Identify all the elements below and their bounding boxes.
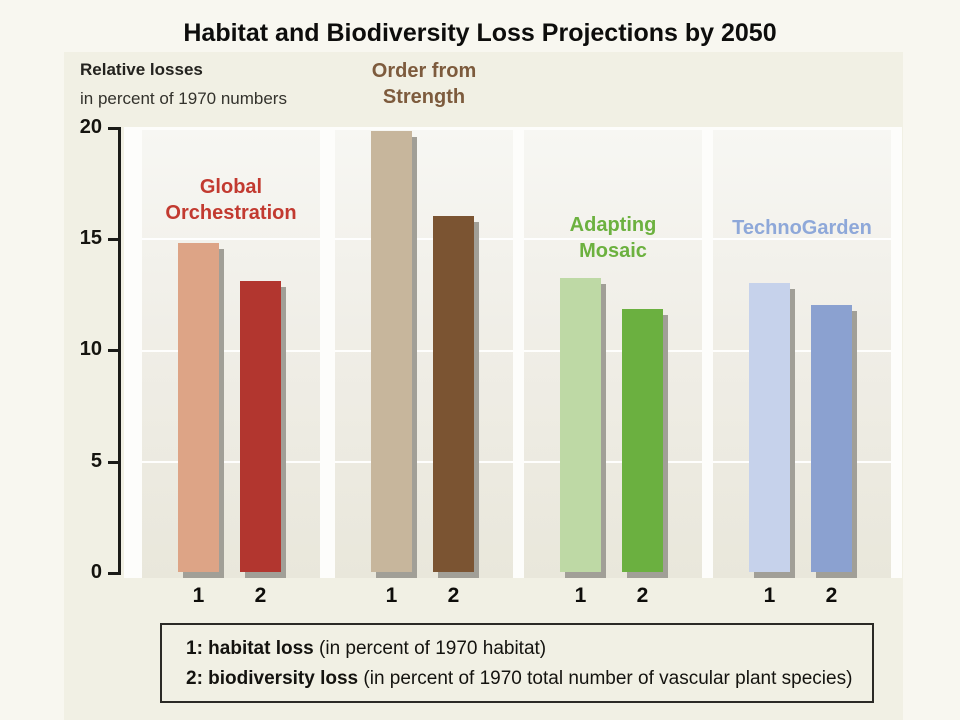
scenario-label-line2: Strength: [382, 86, 466, 108]
page-title: Habitat and Biodiversity Loss Projection…: [183, 19, 777, 47]
bar-label: 1: [574, 584, 587, 607]
scenario-label-line1: Global: [199, 176, 263, 198]
y-axis-title: Relative losses: [80, 60, 203, 79]
scenario-panel-order-from-strength: Order from Strength 1 2: [335, 60, 513, 607]
scenario-panel-technogarden: TechnoGarden 1 2: [713, 130, 891, 607]
gridline: [335, 238, 513, 240]
scenario-panel-adapting-mosaic: Adapting Mosaic 1 2: [524, 130, 702, 607]
gridline: [524, 461, 702, 463]
y-tick-label: 5: [90, 450, 102, 472]
bar-biodiversity-loss: [622, 309, 663, 572]
gridline: [142, 461, 320, 463]
bar-habitat-loss: [178, 243, 219, 572]
legend-item-habitat-loss: 1: habitat loss (in percent of 1970 habi…: [186, 634, 872, 664]
gridline: [142, 238, 320, 240]
bar-biodiversity-loss: [240, 281, 281, 572]
bar-label: 1: [192, 584, 205, 607]
bar-label: 1: [763, 584, 776, 607]
scenario-label: Global Orchestration: [142, 174, 320, 226]
legend-item-key: 1: habitat loss: [186, 638, 314, 659]
legend-item-desc: (in percent of 1970 total number of vasc…: [358, 668, 853, 689]
legend-item-desc: (in percent of 1970 habitat): [313, 638, 547, 659]
y-axis-tick: [108, 572, 119, 575]
scenario-panel-global-orchestration: Global Orchestration 1 2: [142, 130, 320, 607]
scenario-label-line1: Order from: [371, 60, 477, 82]
scenario-label-line1: Adapting: [569, 214, 657, 236]
scenario-label-line2: Orchestration: [165, 202, 297, 224]
bar-biodiversity-loss: [433, 216, 474, 572]
gridline: [335, 350, 513, 352]
y-axis-tick: [108, 461, 119, 464]
gridline: [713, 350, 891, 352]
scenario-label: Order from Strength: [335, 58, 513, 110]
gridline: [713, 461, 891, 463]
scenario-label: TechnoGarden: [713, 215, 891, 241]
y-tick-label: 10: [79, 338, 102, 360]
gridline: [335, 461, 513, 463]
scenario-label-line1: TechnoGarden: [732, 217, 872, 239]
y-tick-label: 15: [79, 227, 102, 249]
y-axis-tick: [108, 238, 119, 241]
bar-label: 1: [385, 584, 398, 607]
y-axis-tick: [108, 349, 119, 352]
bar-label: 2: [447, 584, 460, 607]
chart-figure: Relative losses in percent of 1970 numbe…: [64, 52, 903, 720]
gridline: [142, 350, 320, 352]
bar-label: 2: [636, 584, 649, 607]
bar-biodiversity-loss: [811, 305, 852, 572]
gridline: [524, 238, 702, 240]
y-tick-label: 0: [90, 561, 102, 583]
scenario-label: Adapting Mosaic: [524, 212, 702, 264]
bar-habitat-loss: [371, 131, 412, 572]
bar-label: 2: [825, 584, 838, 607]
y-axis-line: [118, 127, 121, 575]
legend-item-key: 2: biodiversity loss: [186, 668, 359, 689]
legend-box: 1: habitat loss (in percent of 1970 habi…: [160, 623, 874, 703]
y-axis-tick: [108, 127, 119, 130]
y-tick-label: 20: [79, 116, 102, 138]
gridline: [713, 238, 891, 240]
legend-item-biodiversity-loss: 2: biodiversity loss (in percent of 1970…: [186, 664, 872, 694]
y-axis-subtitle: in percent of 1970 numbers: [80, 89, 287, 108]
scenario-label-line2: Mosaic: [579, 240, 647, 262]
bar-label: 2: [254, 584, 267, 607]
gridline: [524, 350, 702, 352]
bar-habitat-loss: [560, 278, 601, 572]
bar-habitat-loss: [749, 283, 790, 572]
